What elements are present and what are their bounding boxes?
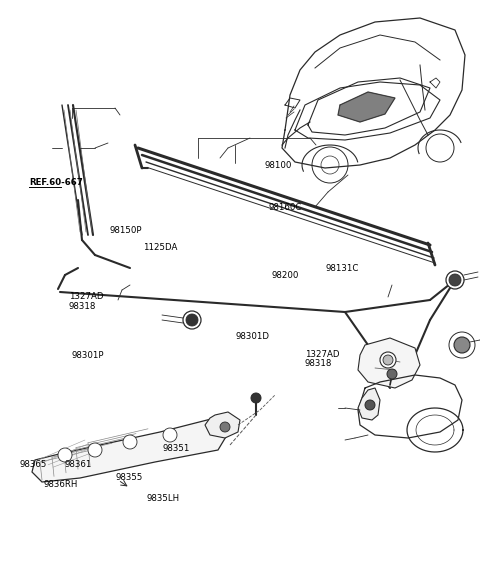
Polygon shape: [32, 418, 230, 482]
Circle shape: [183, 311, 201, 329]
Text: 1327AD: 1327AD: [305, 350, 339, 359]
Text: 98361: 98361: [65, 460, 92, 469]
Circle shape: [220, 422, 230, 432]
Text: 98131C: 98131C: [325, 264, 359, 273]
Text: 98100: 98100: [265, 160, 292, 170]
Circle shape: [446, 271, 464, 289]
Circle shape: [387, 369, 397, 379]
Text: 9836RH: 9836RH: [43, 480, 78, 489]
Text: 98355: 98355: [115, 473, 143, 482]
Polygon shape: [338, 92, 395, 122]
Text: 98160C: 98160C: [269, 203, 302, 212]
Circle shape: [88, 443, 102, 457]
Text: 98150P: 98150P: [109, 226, 142, 236]
Text: 98301D: 98301D: [235, 332, 269, 342]
Polygon shape: [358, 338, 420, 388]
Circle shape: [163, 428, 177, 442]
Circle shape: [58, 448, 72, 462]
Text: 9835LH: 9835LH: [146, 494, 180, 503]
Circle shape: [251, 393, 261, 403]
Circle shape: [186, 314, 198, 326]
Circle shape: [454, 337, 470, 353]
Text: 98318: 98318: [305, 359, 332, 368]
Text: 98200: 98200: [271, 270, 299, 280]
Text: 98318: 98318: [69, 302, 96, 311]
Text: 1125DA: 1125DA: [143, 243, 178, 252]
Polygon shape: [205, 412, 240, 438]
Text: 98301P: 98301P: [71, 351, 104, 360]
Text: 98351: 98351: [162, 444, 190, 453]
Circle shape: [383, 355, 393, 365]
Circle shape: [380, 352, 396, 368]
Polygon shape: [358, 388, 380, 420]
Text: 1327AD: 1327AD: [69, 292, 103, 301]
Text: REF.60-667: REF.60-667: [29, 178, 83, 187]
Text: 98365: 98365: [19, 460, 47, 469]
Circle shape: [449, 274, 461, 286]
Circle shape: [365, 400, 375, 410]
Circle shape: [123, 435, 137, 449]
